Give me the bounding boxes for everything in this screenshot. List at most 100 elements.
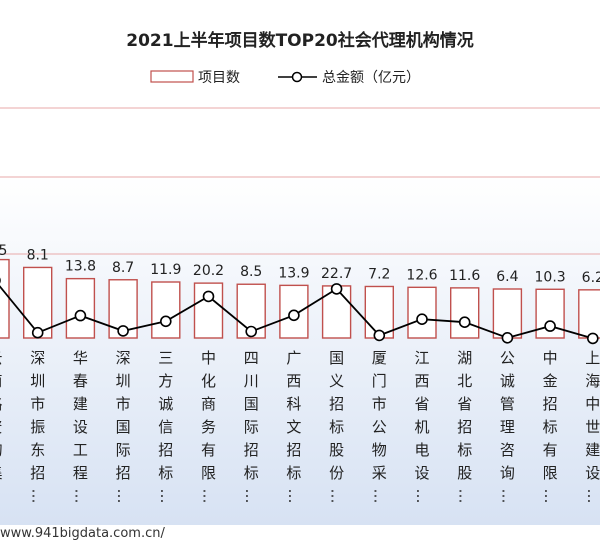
category-char: 湖: [457, 349, 472, 367]
category-char: 务: [201, 418, 216, 436]
category-label: 云南路资询集: [0, 349, 3, 482]
data-label: 12.6: [406, 267, 437, 283]
line-marker: [160, 315, 172, 328]
data-label: 10.3: [535, 269, 566, 285]
category-label: 中金招标有限…: [541, 349, 559, 504]
legend-line-label: 总金额（亿元）: [322, 70, 420, 86]
category-label: 三方诚信招标…: [157, 349, 175, 504]
bar: [578, 289, 600, 339]
category-char: …: [413, 489, 431, 504]
category-char: …: [242, 489, 260, 504]
data-label: 8.1: [27, 247, 49, 263]
category-char: 省: [414, 395, 429, 413]
category-char: 路: [0, 395, 3, 413]
category-char: 科: [286, 395, 301, 413]
category-char: 江: [414, 349, 429, 367]
category-char: 设: [585, 464, 600, 482]
category-char: …: [200, 489, 218, 504]
category-char: 招: [244, 441, 259, 459]
category-label: 厦门市公物采…: [370, 349, 388, 504]
category-char: 询: [500, 464, 515, 482]
line-marker: [458, 316, 471, 329]
category-char: 设: [73, 418, 88, 436]
category-char: 南: [0, 372, 3, 390]
category-char: 物: [372, 441, 387, 459]
data-labels: 5 8.1 13.8 8.7 11.9 20.2 8.5 13.9 22.7 7.2 12.6 11.…: [0, 243, 600, 286]
category-char: 有: [201, 441, 216, 459]
category-char: 方: [158, 372, 173, 390]
category-label: 中化商务有限…: [200, 349, 218, 504]
category-label: 广西科文招标…: [285, 349, 303, 504]
category-label: 湖北省招标股…: [456, 349, 474, 504]
line-marker: [330, 283, 343, 295]
data-label: 22.7: [321, 266, 352, 282]
category-char: 世: [585, 418, 600, 436]
category-char: 招: [543, 395, 558, 413]
category-char: 标: [457, 441, 472, 459]
category-char: 中: [543, 349, 558, 367]
data-label: 5: [0, 243, 7, 259]
category-label: 江西省机电设…: [413, 349, 431, 504]
category-char: 标: [244, 464, 259, 482]
data-label: 6.4: [496, 269, 518, 285]
category-char: 际: [116, 441, 131, 459]
category-char: 信: [158, 418, 173, 436]
category-char: 北: [457, 372, 472, 390]
category-char: 管: [500, 395, 515, 413]
category-char: 圳: [116, 372, 131, 390]
category-char: 咨: [500, 441, 515, 459]
grid-lines: [0, 107, 600, 255]
data-label: 11.6: [449, 268, 480, 284]
category-char: 标: [329, 418, 344, 436]
category-char: 诚: [158, 395, 173, 413]
category-char: 商: [201, 395, 216, 413]
legend-line-marker: [291, 71, 303, 83]
category-char: …: [285, 489, 303, 504]
category-char: …: [498, 488, 516, 503]
category-char: 公: [500, 349, 515, 367]
category-char: …: [328, 489, 346, 504]
category-char: 广: [286, 349, 301, 367]
category-label: 公诚管理咨询…: [498, 349, 516, 503]
category-char: 市: [116, 395, 131, 413]
category-char: 西: [414, 372, 429, 390]
bar: [65, 277, 96, 339]
data-label: 6.2: [582, 270, 600, 286]
bar: [23, 266, 53, 339]
data-label: 20.2: [193, 263, 224, 279]
category-char: 门: [372, 372, 387, 390]
category-char: 海: [585, 372, 600, 390]
line-marker: [202, 290, 215, 303]
category-char: 招: [457, 418, 472, 436]
category-char: 工: [73, 441, 88, 459]
bar: [0, 258, 10, 339]
category-char: 西: [286, 372, 301, 390]
category-char: …: [114, 489, 132, 504]
legend: 项目数 总金额（亿元）: [150, 70, 420, 86]
category-char: …: [541, 489, 559, 504]
category-char: 程: [73, 464, 88, 482]
category-char: …: [71, 489, 89, 504]
category-char: 圳: [30, 372, 45, 390]
category-char: 股: [457, 464, 472, 482]
category-char: 云: [0, 349, 3, 367]
category-char: 市: [372, 395, 387, 413]
category-char: 际: [244, 418, 259, 436]
category-char: …: [584, 489, 600, 504]
category-char: 建: [585, 441, 600, 459]
line-marker: [544, 320, 556, 332]
category-char: 春: [73, 372, 88, 390]
line-marker: [31, 326, 44, 339]
bar: [492, 288, 523, 339]
category-char: 上: [585, 349, 600, 367]
data-label: 13.9: [278, 265, 309, 281]
category-label: 四川国际招标…: [242, 349, 260, 504]
bar-series: [0, 258, 600, 339]
category-char: 采: [372, 464, 387, 482]
category-char: …: [370, 489, 388, 504]
category-char: 建: [73, 395, 88, 413]
category-char: 四: [244, 349, 259, 367]
category-char: 标: [158, 464, 173, 482]
category-char: 询: [0, 441, 3, 459]
